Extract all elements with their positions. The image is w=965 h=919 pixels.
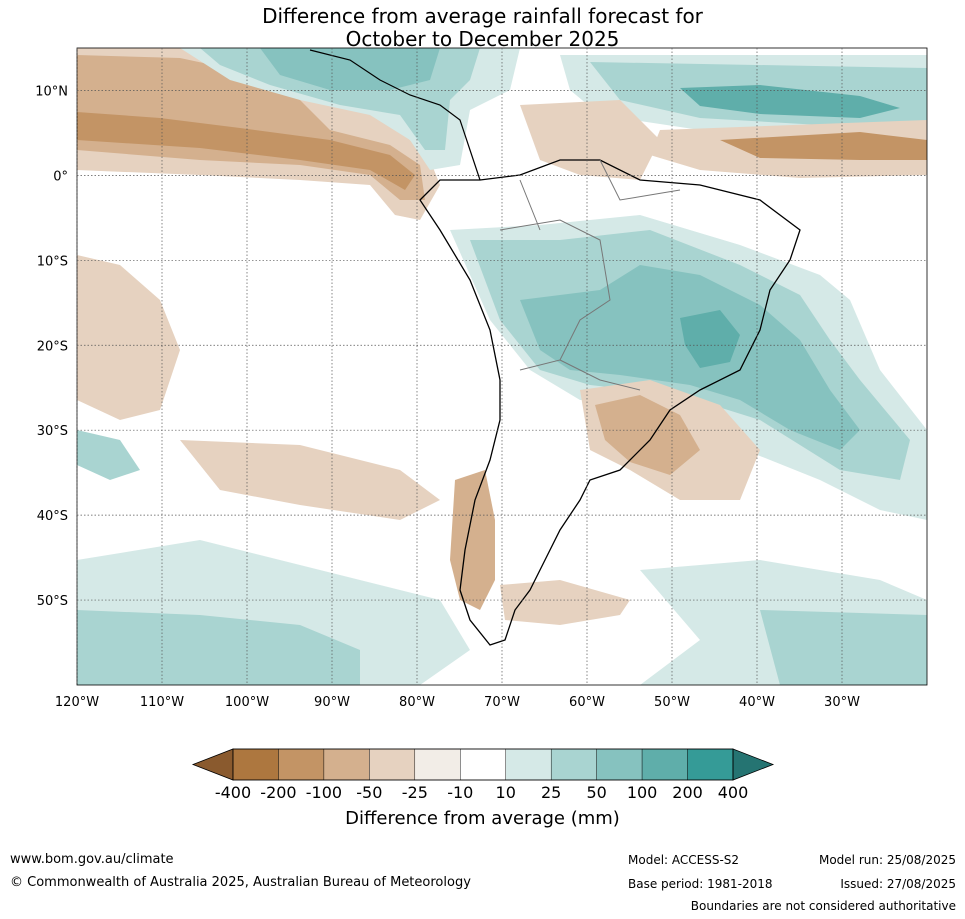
lat-tick-label: 50°S	[37, 594, 68, 609]
wet-southern-ocean-west-core	[77, 610, 360, 685]
colorbar-tick-label: -25	[402, 783, 428, 802]
colorbar-tick-label: -10	[447, 783, 473, 802]
footer-base-period: Base period: 1981-2018	[628, 877, 773, 891]
dry-band-pacific-core	[77, 112, 415, 190]
footer-issued: Issued: 27/08/2025	[840, 877, 956, 891]
lon-tick-label: 40°W	[739, 695, 775, 710]
colorbar-tick-label: -200	[260, 783, 296, 802]
wet-southern-ocean-east-core	[760, 610, 927, 685]
colorbar-tick-label: 400	[718, 783, 749, 802]
colorbar-tick-label: 50	[586, 783, 606, 802]
colorbar-outline	[232, 748, 734, 781]
title-line-2: October to December 2025	[345, 27, 620, 51]
colorbar-tick-label: 200	[672, 783, 703, 802]
colorbar-tick-label: 100	[627, 783, 658, 802]
colorbar-swatch	[232, 748, 279, 781]
lon-tick-label: 90°W	[314, 695, 350, 710]
colorbar-swatch	[550, 748, 597, 781]
colorbar-max-extension	[732, 748, 775, 781]
wet-brazil-core	[520, 265, 860, 450]
lat-tick-label: 20°S	[37, 339, 68, 354]
colorbar-swatch	[505, 748, 552, 781]
country-borders	[499, 159, 681, 391]
lat-tick-label: 10°S	[37, 254, 68, 269]
title-line-1: Difference from average rainfall forecas…	[262, 4, 703, 28]
colorbar-swatch	[596, 748, 643, 781]
lat-tick-label: 40°S	[37, 509, 68, 524]
colorbar-label: Difference from average (mm)	[345, 808, 620, 829]
footer-copyright: © Commonwealth of Australia 2025, Austra…	[10, 875, 471, 890]
colorbar-tick-label: -100	[306, 783, 342, 802]
colorbar-swatch	[687, 748, 734, 781]
colorbar-min-extension	[191, 748, 234, 781]
lon-tick-label: 70°W	[484, 695, 520, 710]
colorbar-tick-label: -400	[215, 783, 251, 802]
wet-brazil-peak	[680, 310, 740, 368]
colorbar-swatch	[460, 748, 506, 781]
latitude-labels: 10°N 0° 10°S 20°S 30°S 40°S 50°S	[35, 84, 68, 609]
wet-pacific-small	[77, 430, 140, 480]
dry-north-south-america	[520, 100, 660, 180]
footer-model: Model: ACCESS-S2	[628, 853, 740, 867]
dry-pacific-subtropical	[77, 255, 180, 420]
lat-tick-label: 30°S	[37, 424, 68, 439]
lon-tick-label: 30°W	[824, 695, 860, 710]
footer-disclaimer: Boundaries are not considered authoritat…	[690, 899, 956, 913]
colorbar-swatch	[414, 748, 461, 781]
lon-tick-label: 80°W	[399, 695, 435, 710]
colorbar-tick-label: 25	[541, 783, 561, 802]
lat-tick-label: 10°N	[35, 84, 68, 99]
colorbar-swatch	[323, 748, 370, 781]
wet-atlantic-itcz-core	[680, 85, 900, 118]
central-america-coastline	[309, 49, 481, 181]
footer-url[interactable]: www.bom.gov.au/climate	[10, 852, 174, 867]
colorbar-tick-label: 10	[496, 783, 516, 802]
footer-model-run: Model run: 25/08/2025	[818, 853, 956, 867]
lon-tick-label: 50°W	[654, 695, 690, 710]
dry-atlantic-equatorial-core	[720, 132, 927, 160]
lon-tick-label: 120°W	[55, 695, 99, 710]
longitude-labels: 120°W 110°W 100°W 90°W 80°W 70°W 60°W 50°W 40°W 3…	[55, 695, 860, 710]
map-title: Difference from average rainfall forecas…	[0, 5, 965, 51]
lon-tick-label: 60°W	[569, 695, 605, 710]
lat-tick-label: 0°	[53, 169, 68, 184]
lon-tick-label: 110°W	[140, 695, 184, 710]
lon-tick-label: 100°W	[225, 695, 269, 710]
colorbar-tick-label: -50	[356, 783, 382, 802]
colorbar-swatch	[369, 748, 416, 781]
south-america-coastline	[419, 159, 801, 646]
colorbar-swatch	[278, 748, 325, 781]
dry-south-atlantic	[500, 580, 630, 625]
dry-pacific-subtropical-2	[180, 440, 440, 520]
gridlines	[76, 48, 927, 685]
colorbar: -400 -200 -100 -50 -25 -10 10 25 50 100 200 400	[191, 748, 775, 802]
colorbar-swatch	[641, 748, 688, 781]
wet-central-america-core	[260, 48, 440, 90]
dry-southeast-south-america-core	[595, 395, 700, 475]
